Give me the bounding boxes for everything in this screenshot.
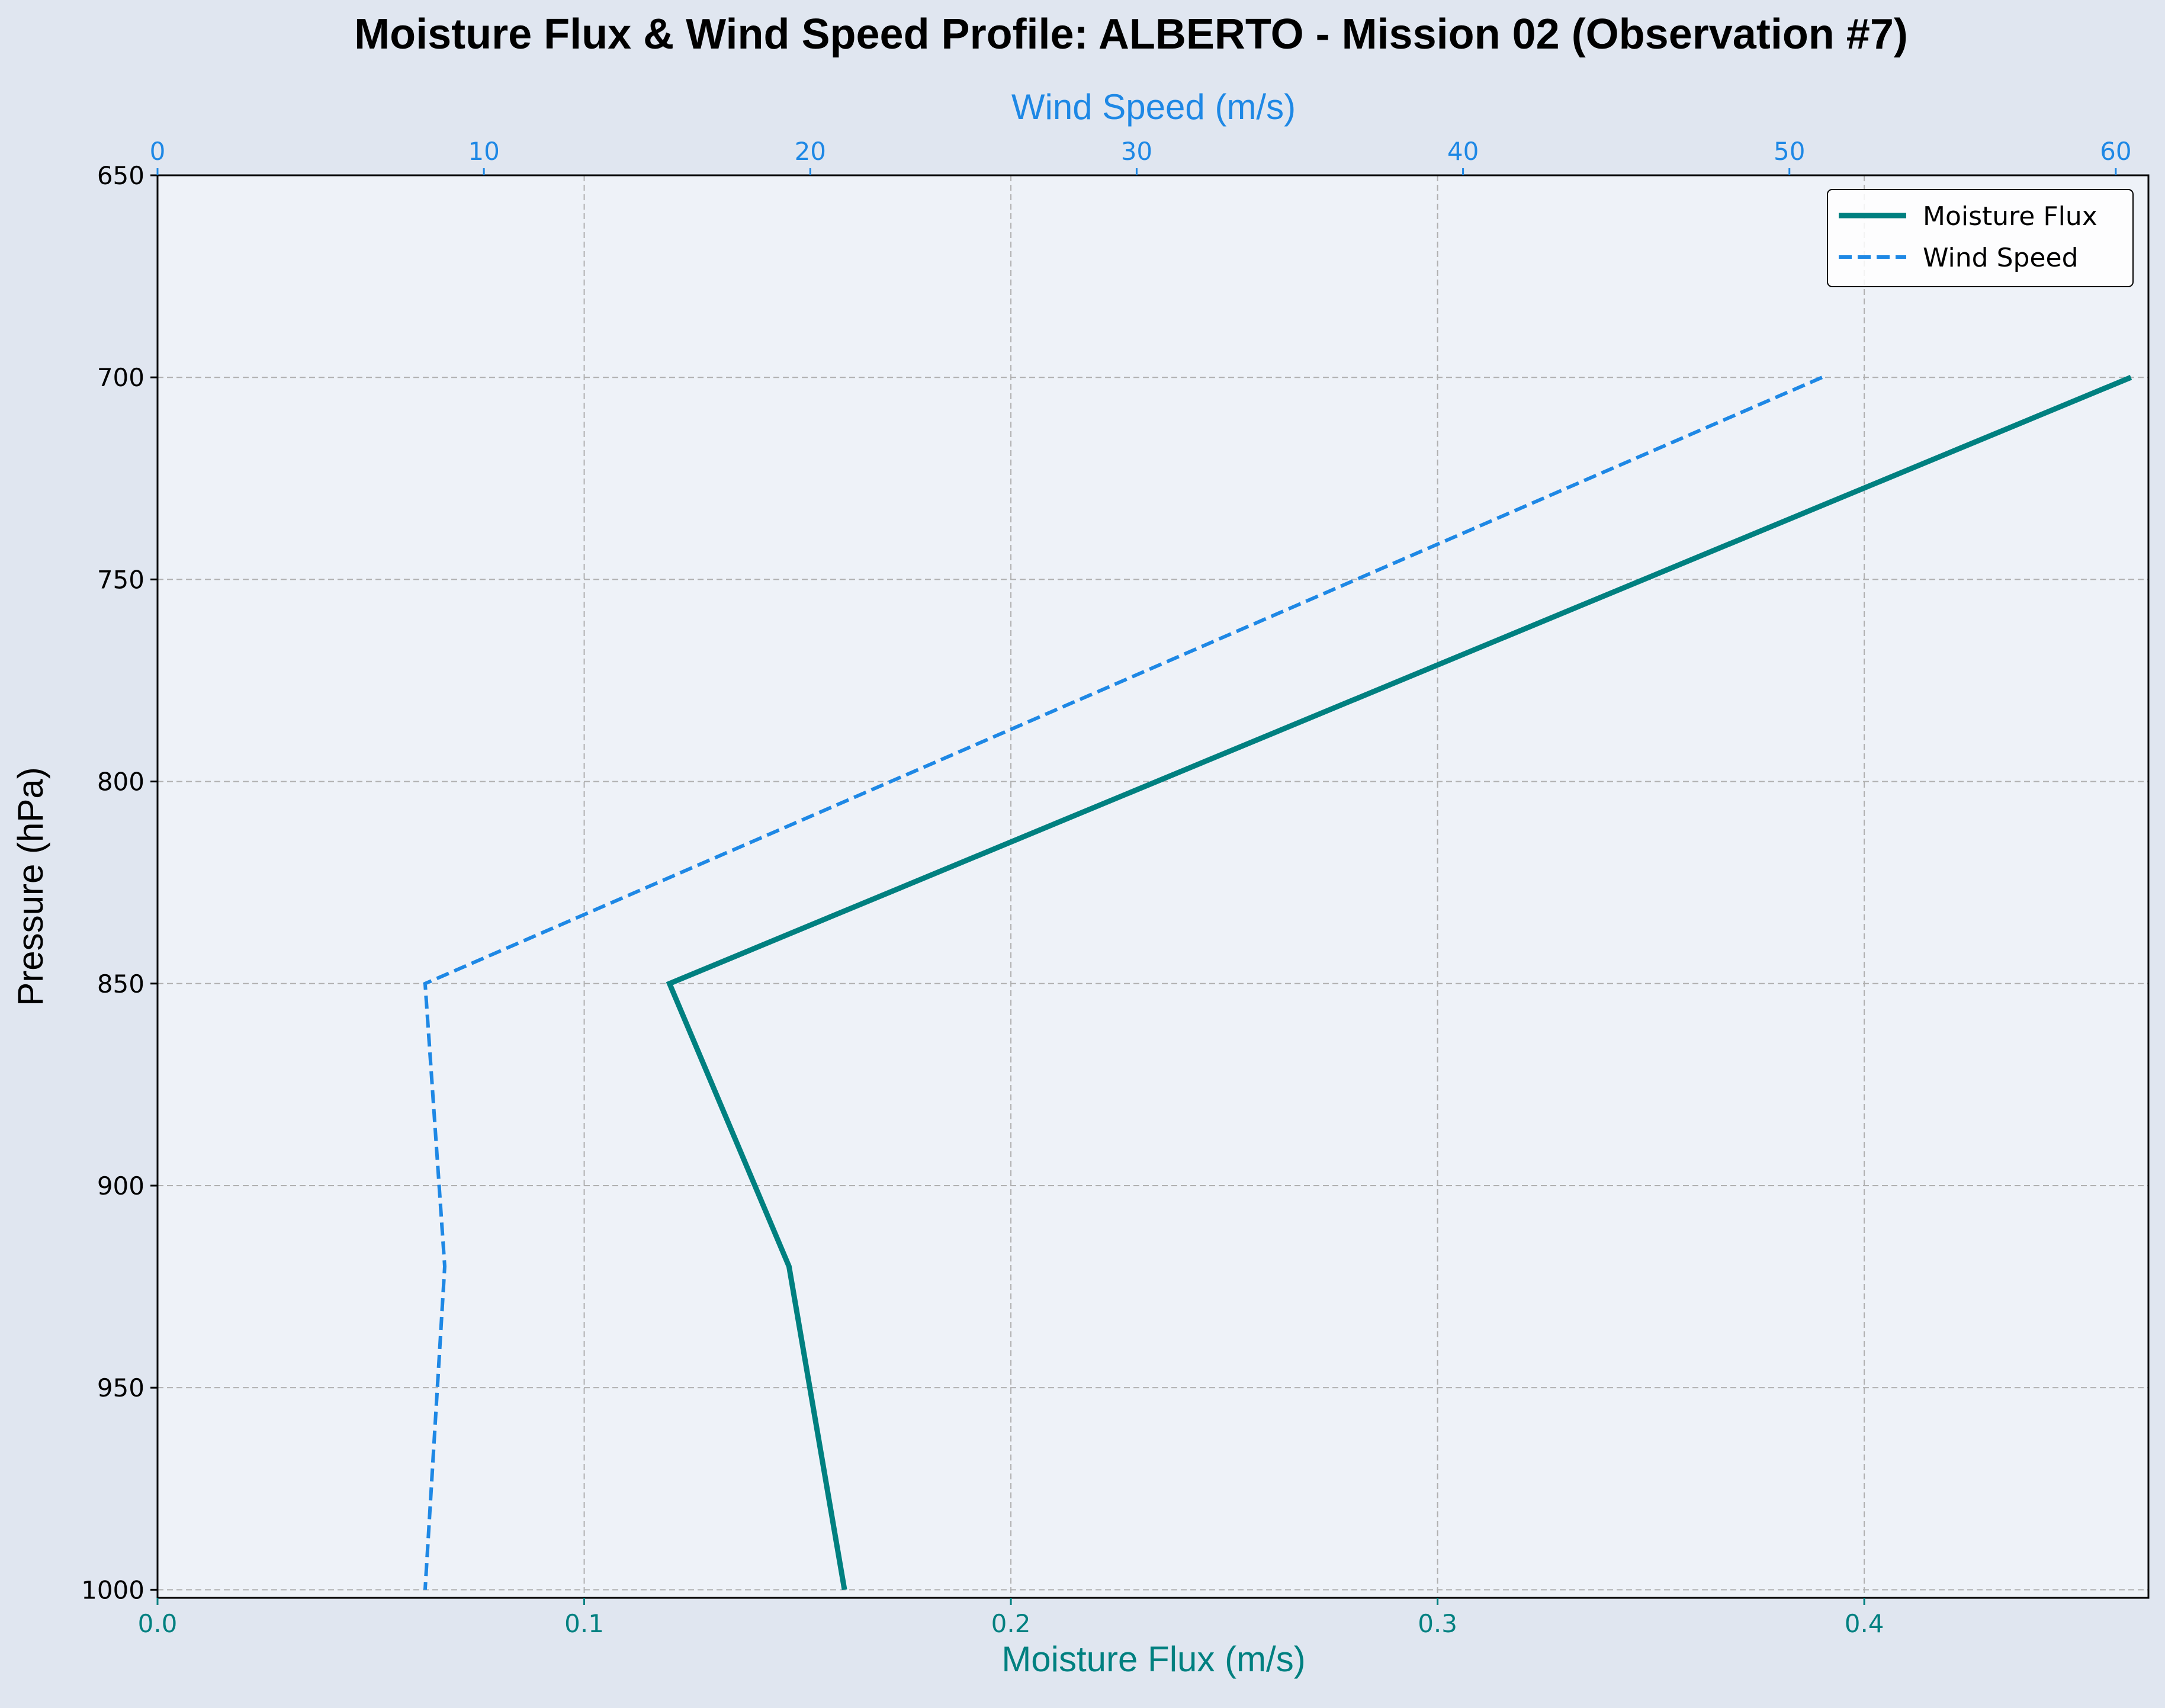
x-top-tick-label-0: 0 <box>150 137 166 166</box>
x-top-tick-label-4: 40 <box>1447 137 1479 166</box>
x-top-tick-label-2: 20 <box>795 137 826 166</box>
series-line-wind-speed <box>423 375 1823 1590</box>
x-top-tick-label-3: 30 <box>1121 137 1152 166</box>
x-bottom-tick-label-1: 0.1 <box>564 1609 604 1638</box>
x-bottom-tick-label-2: 0.2 <box>991 1609 1031 1638</box>
grid <box>157 175 2148 1598</box>
axis-ticks: 650 700 750 800 850 900 950 1000 0.0 0.1 0.2 0.3 0.4… <box>81 137 2132 1638</box>
y-tick-label-750: 750 <box>97 565 144 594</box>
chart-title: Moisture Flux & Wind Speed Profile: ALBE… <box>354 11 1908 58</box>
y-axis-label: Pressure (hPa) <box>11 767 50 1006</box>
y-tick-label-850: 850 <box>97 969 144 999</box>
legend-moisture-flux-label: Moisture Flux <box>1923 201 2097 232</box>
x-axis-bottom-label: Moisture Flux (m/s) <box>1001 1639 1305 1679</box>
x-axis-top-label: Wind Speed (m/s) <box>1011 87 1296 127</box>
x-bottom-tick-label-4: 0.4 <box>1845 1609 1884 1638</box>
series-line-moisture-flux <box>666 375 2132 1591</box>
legend-wind-speed-label: Wind Speed <box>1923 243 2079 273</box>
x-bottom-tick-label-0: 0.0 <box>138 1609 178 1638</box>
legend: Moisture Flux Wind Speed <box>1827 189 2134 287</box>
x-bottom-tick-label-3: 0.3 <box>1418 1609 1457 1638</box>
y-tick-label-700: 700 <box>97 363 144 392</box>
y-tick-label-800: 800 <box>97 768 144 797</box>
y-tick-label-900: 900 <box>97 1171 144 1200</box>
x-top-tick-label-6: 60 <box>2100 137 2131 166</box>
y-tick-label-650: 650 <box>97 161 144 190</box>
x-top-tick-label-1: 10 <box>468 137 499 166</box>
plot-area <box>158 175 2148 1598</box>
series-group <box>423 375 2132 1591</box>
y-tick-label-1000: 1000 <box>81 1575 144 1604</box>
y-tick-label-950: 950 <box>97 1373 144 1402</box>
x-top-tick-label-5: 50 <box>1774 137 1805 166</box>
plot-frame <box>156 174 2150 1599</box>
